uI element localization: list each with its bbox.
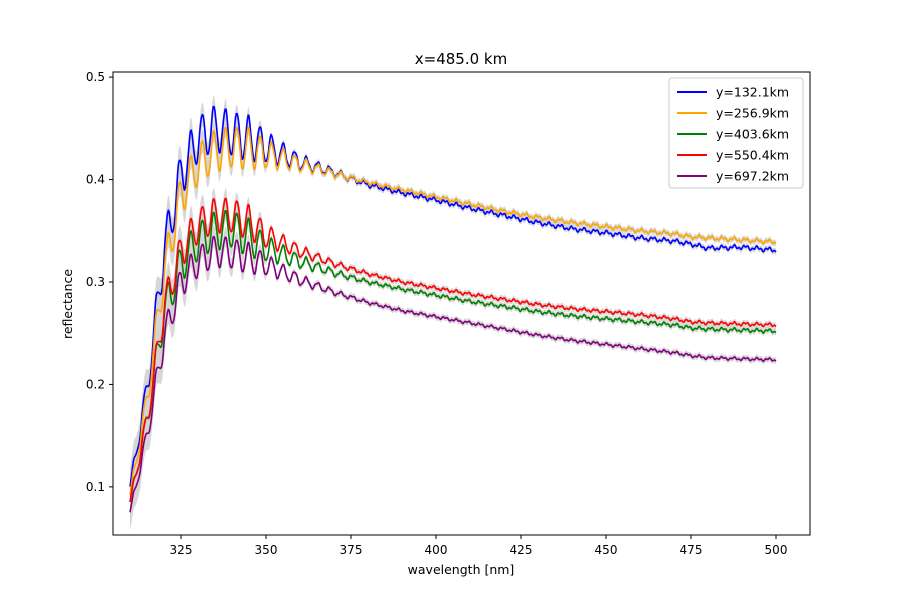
x-axis-ticks: 325 350 375 400 425 450 475 500 [170, 535, 788, 557]
y-tick-label: 0.3 [86, 275, 105, 289]
legend-label: y=697.2km [716, 169, 789, 184]
x-tick-label: 500 [765, 543, 788, 557]
y-tick-label: 0.5 [86, 70, 105, 84]
y-tick-label: 0.1 [86, 480, 105, 494]
series-line-5 [129, 235, 777, 513]
x-tick-label: 425 [510, 543, 533, 557]
x-tick-label: 350 [255, 543, 278, 557]
series-line-1 [129, 105, 777, 487]
series-line-3 [129, 209, 777, 503]
x-tick-label: 475 [680, 543, 703, 557]
legend-box [668, 77, 804, 189]
y-tick-label: 0.4 [86, 173, 105, 187]
y-tick-label: 0.2 [86, 377, 105, 391]
legend-label: y=550.4km [716, 148, 789, 163]
legend: y=132.1km y=256.9km y=403.6km y=550.4km y=69… [668, 77, 804, 189]
series-lines [129, 105, 777, 513]
y-axis-ticks: 0.1 0.2 0.3 0.4 0.5 [86, 70, 113, 494]
legend-label: y=132.1km [716, 85, 789, 100]
plot-frame [112, 71, 811, 536]
x-tick-label: 450 [595, 543, 618, 557]
series-line-2 [129, 126, 777, 495]
x-tick-label: 325 [170, 543, 193, 557]
y-axis-label: reflectance [60, 269, 75, 339]
x-tick-label: 375 [340, 543, 363, 557]
chart-title: x=485.0 km [415, 50, 507, 68]
x-axis-label: wavelength [nm] [408, 562, 515, 577]
series-line-4 [129, 197, 777, 503]
x-tick-label: 400 [425, 543, 448, 557]
legend-label: y=403.6km [716, 127, 789, 142]
legend-label: y=256.9km [716, 106, 789, 121]
